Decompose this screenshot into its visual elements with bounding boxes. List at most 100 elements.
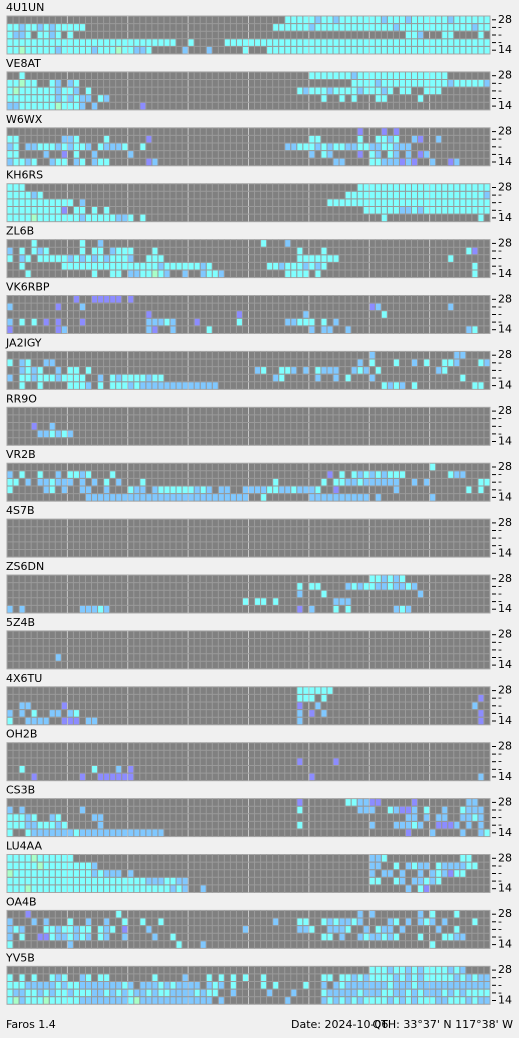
cell [399, 870, 405, 877]
cell [418, 46, 424, 54]
cell [13, 214, 19, 222]
cell [67, 374, 73, 382]
cell [309, 46, 315, 54]
cell [442, 870, 448, 877]
cell [31, 214, 37, 222]
cell [363, 80, 369, 87]
cell [98, 262, 104, 270]
cell [303, 367, 309, 374]
cell [31, 95, 37, 102]
cell [357, 982, 363, 989]
cell [393, 199, 399, 206]
cell [85, 486, 92, 494]
cell [466, 16, 472, 24]
cell [484, 191, 490, 199]
cell [418, 982, 424, 989]
cell [43, 151, 49, 158]
cell [381, 143, 387, 151]
cell [436, 16, 442, 24]
cell [387, 191, 393, 199]
cell [122, 143, 128, 151]
cell [466, 821, 472, 829]
cell [375, 199, 381, 206]
cell [321, 255, 327, 262]
cell [152, 39, 158, 46]
cell [92, 151, 98, 158]
cell [55, 982, 61, 989]
cell [436, 135, 442, 143]
cell [85, 143, 92, 151]
cell [49, 982, 55, 989]
cell [442, 39, 448, 46]
cell [152, 933, 158, 941]
cell [25, 199, 31, 206]
cell [61, 870, 67, 877]
cell [375, 997, 381, 1004]
cell [55, 877, 61, 885]
cell [194, 262, 200, 270]
cell [164, 382, 170, 389]
cell [13, 184, 19, 191]
cell [399, 575, 405, 583]
cell [369, 997, 375, 1004]
cell [37, 855, 43, 862]
cell [43, 870, 49, 877]
cell [327, 997, 333, 1004]
cell [381, 583, 387, 590]
cell [484, 46, 490, 54]
cell [321, 590, 327, 598]
cell [333, 494, 339, 501]
cell [303, 46, 309, 54]
cell [478, 80, 484, 87]
cell [37, 982, 43, 989]
cell [333, 367, 339, 374]
cell [393, 359, 399, 367]
cell [31, 885, 37, 892]
cell [55, 471, 61, 478]
cell [399, 39, 405, 46]
cell [442, 806, 448, 814]
cell [345, 374, 351, 382]
cell [303, 918, 309, 926]
cell [375, 46, 381, 54]
cell [454, 191, 460, 199]
cell [375, 583, 381, 590]
cell [152, 494, 158, 501]
cell [19, 199, 25, 206]
cell [67, 382, 73, 389]
cell [116, 214, 122, 222]
band-label: - [498, 930, 502, 943]
cell [146, 318, 152, 326]
cell [55, 207, 61, 214]
cell [67, 471, 73, 478]
cell [478, 191, 484, 199]
cell [393, 989, 399, 997]
cell [460, 351, 466, 359]
cell [369, 870, 375, 877]
cell [424, 918, 430, 926]
band-label: - [498, 84, 502, 97]
cell [448, 359, 454, 367]
cell [297, 39, 303, 46]
cell [321, 143, 327, 151]
cell [152, 326, 158, 333]
cell [116, 382, 122, 389]
cell [393, 24, 399, 31]
cell [128, 151, 134, 158]
cell [303, 255, 309, 262]
cell [267, 486, 273, 494]
cell [291, 262, 297, 270]
cell [375, 367, 381, 374]
cell [363, 997, 369, 1004]
cell [273, 374, 279, 382]
cell [351, 583, 357, 590]
cell [351, 367, 357, 374]
station-name: LU4AA [6, 840, 42, 853]
cell [31, 374, 37, 382]
cell [13, 24, 19, 31]
cell [25, 829, 31, 837]
cell [104, 974, 110, 981]
cell [472, 184, 478, 191]
cell [25, 39, 31, 46]
cell [466, 207, 472, 214]
